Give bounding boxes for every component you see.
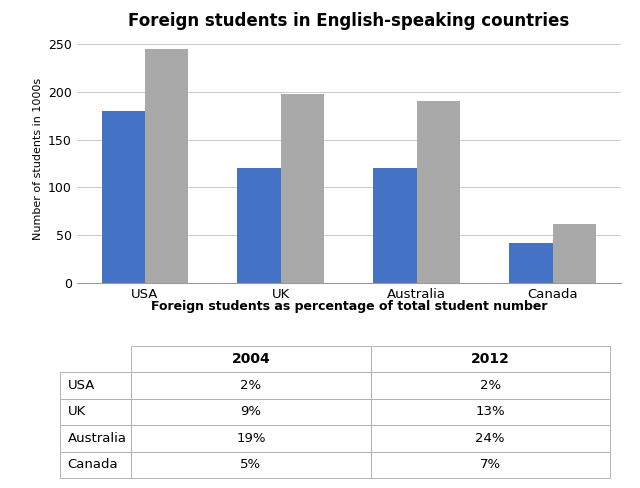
Bar: [509, 243, 552, 283]
Bar: [145, 48, 189, 283]
Bar: [373, 168, 417, 283]
Bar: [417, 101, 460, 283]
Bar: [237, 168, 281, 283]
Legend: 2004, 2012: 2004, 2012: [291, 349, 407, 372]
Title: Foreign students in English-speaking countries: Foreign students in English-speaking cou…: [128, 12, 570, 30]
Text: Foreign students as percentage of total student number: Foreign students as percentage of total …: [150, 300, 547, 313]
Bar: [552, 224, 596, 283]
Y-axis label: Number of students in 1000s: Number of students in 1000s: [33, 78, 42, 240]
Bar: [102, 111, 145, 283]
Bar: [281, 94, 324, 283]
